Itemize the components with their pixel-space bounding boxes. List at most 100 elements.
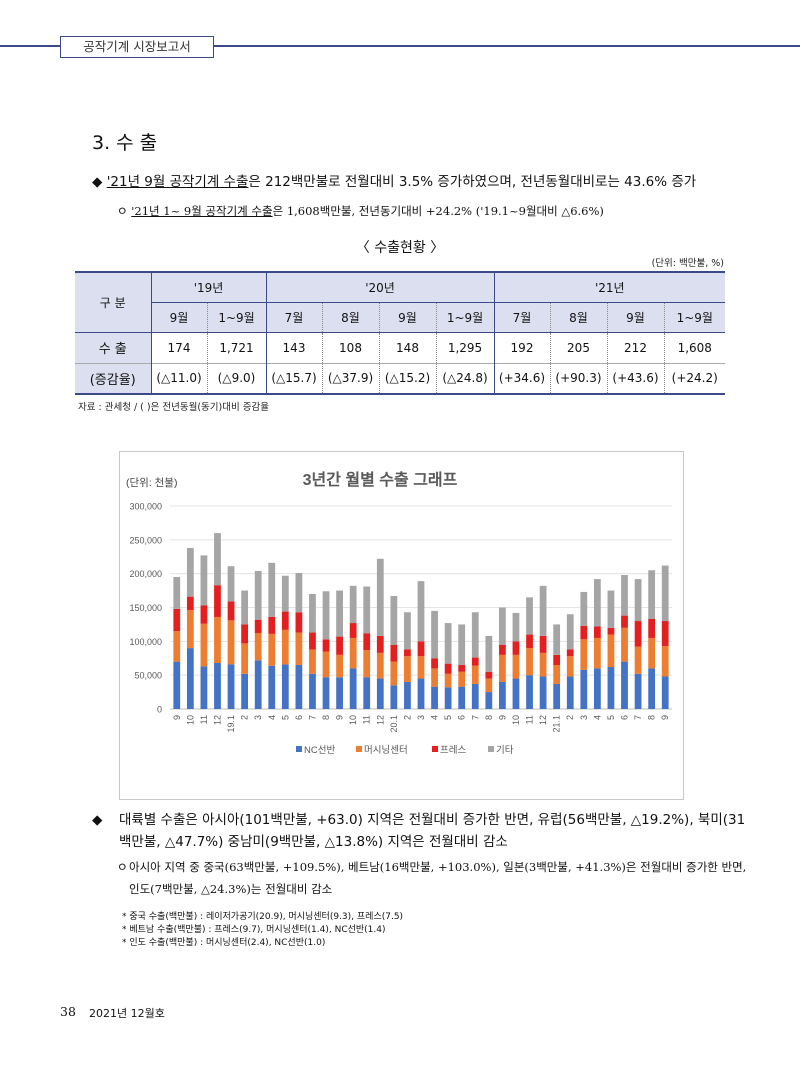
bar-segment bbox=[309, 632, 316, 650]
bar-segment bbox=[254, 633, 262, 661]
bar-segment bbox=[593, 626, 601, 638]
chart-unit: (단위: 천불) bbox=[126, 476, 177, 489]
bar-segment bbox=[309, 673, 316, 709]
table-cell: 108 bbox=[321, 331, 379, 363]
country-notes: * 중국 수출(백만불) : 레이저가공기(20.9), 머시닝센터(9.3),… bbox=[122, 911, 403, 950]
bar-segment bbox=[526, 634, 533, 649]
bar-segment bbox=[539, 676, 547, 709]
bar-segment bbox=[553, 624, 561, 655]
x-tick-label: 8 bbox=[484, 715, 494, 720]
bar-segment bbox=[431, 668, 438, 687]
bar-segment bbox=[621, 575, 628, 616]
bar-segment bbox=[499, 607, 506, 645]
bar-segment bbox=[254, 570, 262, 620]
x-tick-label: 12 bbox=[212, 715, 222, 725]
chart-title: 3년간 월별 수출 그래프 bbox=[303, 470, 458, 489]
bar-segment bbox=[227, 601, 235, 621]
x-tick-label: 10 bbox=[185, 715, 195, 725]
bar-segment bbox=[566, 656, 574, 677]
bar-segment bbox=[349, 637, 357, 669]
bar-segment bbox=[363, 633, 371, 651]
x-tick-label: 4 bbox=[592, 715, 602, 720]
diamond-bullet-icon: ◆ bbox=[92, 174, 103, 190]
bar-segment bbox=[281, 611, 289, 630]
x-tick-label: 3 bbox=[579, 715, 589, 720]
bar-segment bbox=[458, 624, 466, 666]
bar-segment bbox=[200, 605, 208, 624]
bar-segment bbox=[390, 661, 398, 686]
table-cell: 143 bbox=[265, 331, 322, 363]
x-tick-label: 12 bbox=[375, 715, 385, 725]
bar-segment bbox=[499, 644, 506, 655]
y-tick-label: 200,000 bbox=[129, 569, 162, 579]
year-header: '20년 bbox=[265, 271, 494, 302]
table-cell: 212 bbox=[606, 331, 664, 363]
bar-segment bbox=[661, 621, 669, 647]
table-cell: (+90.3) bbox=[549, 362, 607, 395]
legend-label: 머시닝센터 bbox=[364, 745, 408, 756]
table-cell: (△37.9) bbox=[321, 362, 379, 395]
bar-segment bbox=[512, 641, 520, 655]
bar-segment bbox=[539, 585, 547, 636]
bar-segment bbox=[336, 654, 343, 678]
year-header: '21년 bbox=[493, 271, 725, 302]
bar-segment bbox=[566, 649, 574, 657]
x-tick-label: 8 bbox=[647, 715, 657, 720]
bar-segment bbox=[607, 634, 615, 668]
bar-segment bbox=[322, 591, 330, 640]
bar-segment bbox=[390, 596, 398, 645]
bar-segment bbox=[322, 651, 330, 678]
table-unit: (단위: 백만불, %) bbox=[651, 258, 724, 269]
period-header: 7월 bbox=[265, 301, 322, 332]
bar-segment bbox=[471, 612, 479, 658]
bar-segment bbox=[634, 646, 642, 674]
x-tick-label: 10 bbox=[348, 715, 358, 725]
table-cell: (△9.0) bbox=[206, 362, 266, 395]
row-label: (증감율) bbox=[75, 362, 151, 395]
table-cell: (+34.6) bbox=[493, 362, 550, 395]
bar-segment bbox=[431, 610, 438, 659]
bar-segment bbox=[607, 627, 615, 635]
bar-segment bbox=[322, 639, 330, 652]
bar-segment bbox=[417, 678, 425, 709]
x-tick-label: 4 bbox=[267, 715, 277, 720]
bar-segment bbox=[404, 612, 411, 650]
bar-segment bbox=[444, 663, 452, 674]
bar-segment bbox=[621, 627, 628, 662]
x-tick-label: 2 bbox=[565, 715, 575, 720]
cumulative-text: 은 1,608백만불, 전년동기대비 +24.2% ('19.1~9월대비 △6… bbox=[272, 204, 604, 218]
bar-segment bbox=[485, 635, 493, 672]
bar-segment bbox=[268, 665, 276, 709]
bar-segment bbox=[349, 585, 357, 624]
legend-swatch bbox=[488, 746, 494, 752]
bar-segment bbox=[621, 661, 628, 709]
bar-segment bbox=[376, 635, 384, 653]
bar-segment bbox=[526, 597, 533, 635]
bar-segment bbox=[268, 633, 276, 666]
bar-segment bbox=[349, 668, 357, 709]
x-tick-label: 3 bbox=[416, 715, 426, 720]
bar-segment bbox=[336, 636, 343, 655]
x-tick-label: 4 bbox=[430, 715, 440, 720]
x-tick-label: 6 bbox=[294, 715, 304, 720]
bar-segment bbox=[634, 621, 642, 647]
period-header: 9월 bbox=[150, 301, 207, 332]
note-line: * 인도 수출(백만불) : 머시닝센터(2.4), NC선반(1.0) bbox=[122, 938, 326, 948]
period-header: 1~9월 bbox=[206, 301, 266, 332]
bar-segment bbox=[512, 654, 520, 679]
bar-segment bbox=[390, 644, 398, 662]
x-tick-label: 9 bbox=[172, 715, 182, 720]
x-tick-label: 20.1 bbox=[389, 715, 399, 733]
x-tick-label: 9 bbox=[335, 715, 345, 720]
table-cell: 1,721 bbox=[206, 331, 266, 363]
bar-segment bbox=[471, 683, 479, 709]
legend-label: NC선반 bbox=[304, 745, 335, 756]
bar-segment bbox=[214, 616, 221, 663]
table-corner: 구 분 bbox=[75, 271, 151, 332]
y-tick-label: 250,000 bbox=[129, 535, 162, 545]
bar-segment bbox=[295, 612, 303, 633]
bar-segment bbox=[580, 625, 588, 640]
bar-segment bbox=[404, 656, 411, 682]
summary-bullet: ◆ '21년 9월 공작기계 수출은 212백만불로 전월대비 3.5% 증가하… bbox=[92, 170, 696, 190]
x-tick-label: 3 bbox=[253, 715, 263, 720]
